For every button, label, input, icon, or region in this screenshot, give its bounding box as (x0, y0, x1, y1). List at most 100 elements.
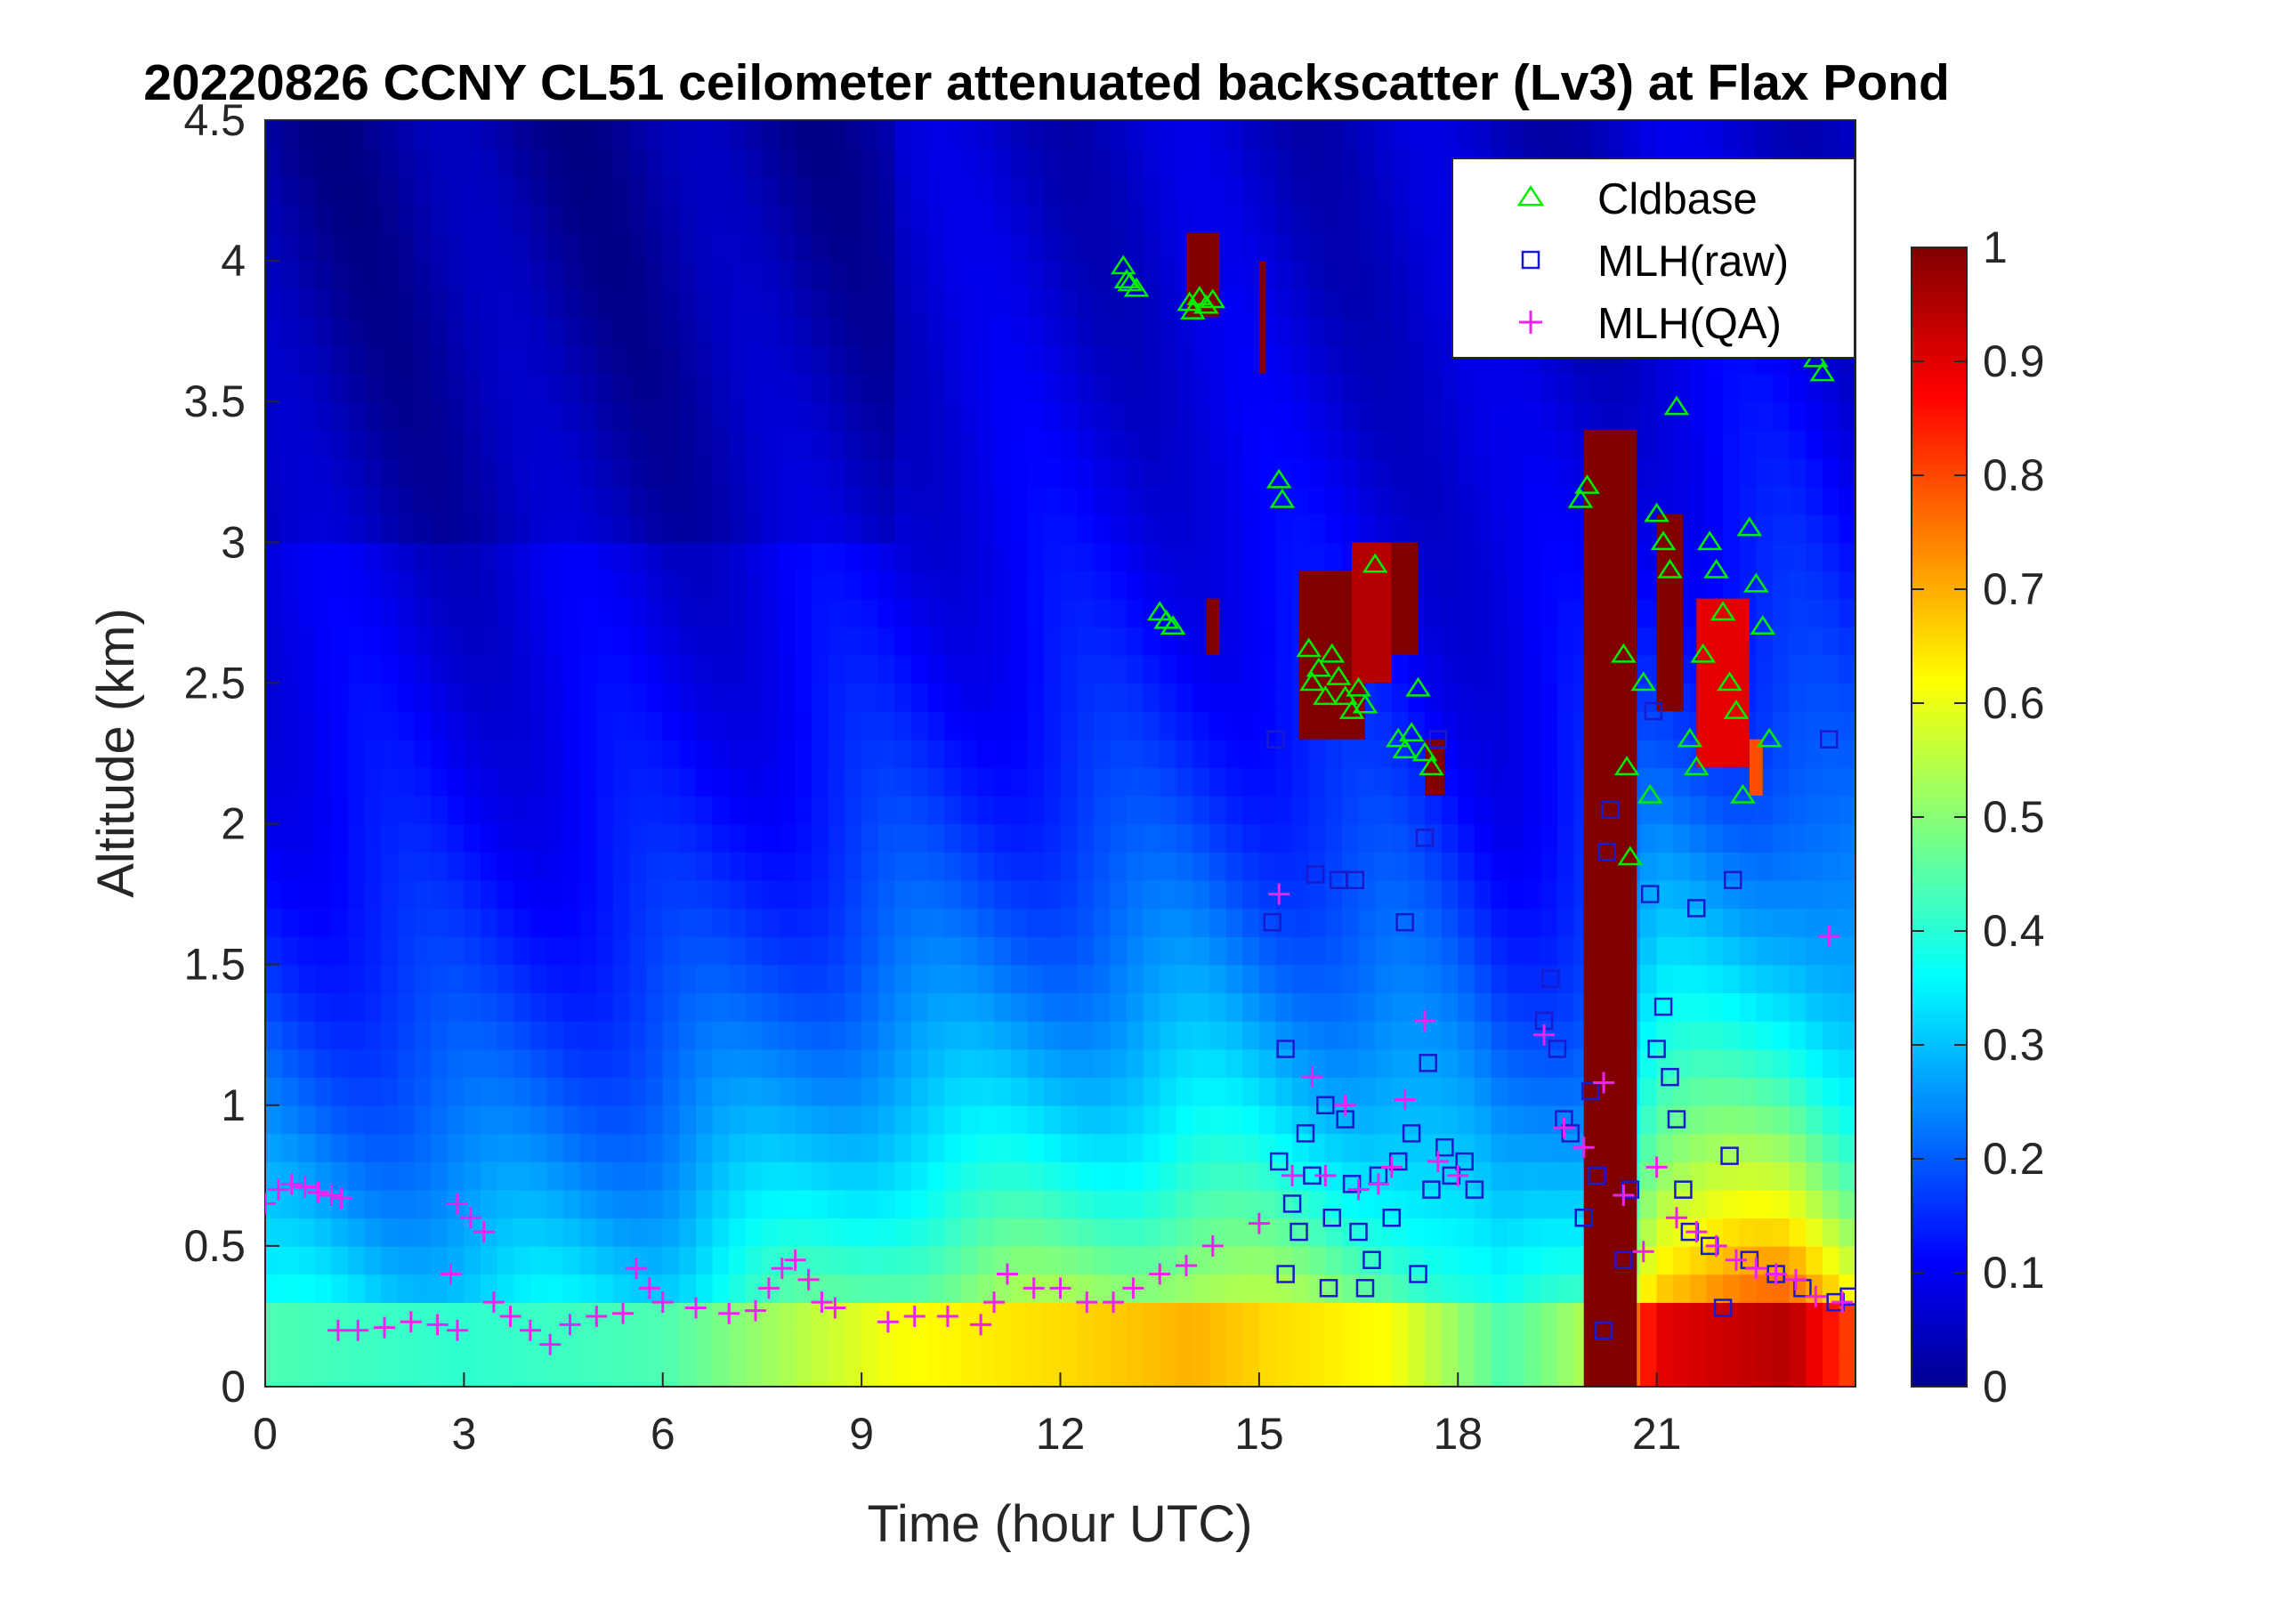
heatmap-cell (762, 795, 780, 825)
heatmap-cell (1093, 148, 1112, 178)
heatmap-cell (1010, 1189, 1029, 1219)
heatmap-cell (629, 879, 647, 910)
heatmap-cell (845, 598, 862, 627)
heatmap-cell (910, 429, 929, 459)
heatmap-cell (1010, 992, 1029, 1022)
heatmap-cell (1822, 654, 1840, 684)
heatmap-cell (596, 120, 614, 150)
heatmap-cell (1358, 261, 1376, 290)
heatmap-cell (530, 1218, 548, 1247)
heatmap-cell (431, 1020, 449, 1050)
heatmap-cell (1110, 317, 1128, 346)
heatmap-cell (944, 542, 962, 571)
heatmap-cell (779, 232, 796, 262)
heatmap-cell (331, 711, 349, 740)
heatmap-cell (877, 1218, 896, 1247)
heatmap-cell (1441, 823, 1459, 853)
colorbar-tick-label: 0.9 (1983, 336, 2045, 386)
heatmap-cell (1060, 514, 1078, 544)
heatmap-cell (1508, 936, 1525, 966)
heatmap-cell (1508, 627, 1525, 656)
heatmap-cell (414, 1133, 432, 1162)
heatmap-cell (1491, 598, 1508, 627)
heatmap-cell (944, 992, 962, 1022)
heatmap-cell (1806, 429, 1823, 459)
heatmap-cell (927, 1302, 945, 1331)
mlh-qa-marker (327, 1319, 349, 1341)
mlh-qa-marker (482, 1291, 505, 1314)
heatmap-cell (977, 1133, 995, 1162)
heatmap-cell (1408, 401, 1426, 431)
mlh-raw-marker (1395, 912, 1414, 932)
heatmap-cell (1160, 879, 1177, 910)
heatmap-cell (530, 401, 548, 431)
heatmap-cell (1739, 795, 1758, 825)
heatmap-cell (1540, 711, 1558, 740)
heatmap-cell (910, 823, 929, 853)
heatmap-cell (1325, 992, 1343, 1022)
heatmap-cell (1408, 852, 1426, 881)
heatmap-cell (265, 1020, 283, 1050)
heatmap-cell (579, 344, 598, 375)
heatmap-cell (1176, 120, 1194, 150)
heatmap-cell (1822, 1189, 1840, 1219)
heatmap-cell (960, 1358, 979, 1387)
heatmap-cell (381, 1104, 399, 1135)
heatmap-cell (662, 429, 681, 459)
heatmap-cell (695, 1274, 714, 1303)
heatmap-cell (729, 1358, 747, 1387)
heatmap-cell (1093, 1302, 1112, 1331)
heatmap-cell (1093, 1077, 1112, 1106)
heatmap-cell (1192, 570, 1210, 600)
heatmap-cell (1110, 767, 1128, 797)
heatmap-cell (1556, 739, 1575, 769)
heatmap-cell (314, 879, 333, 910)
mlh-raw-marker (1594, 1321, 1613, 1340)
heatmap-cell (1556, 1358, 1575, 1387)
heatmap-cell (546, 795, 564, 825)
heatmap-cell (994, 401, 1012, 431)
heatmap-cell (281, 1104, 300, 1135)
cldbase-marker (1346, 676, 1371, 697)
heatmap-cell (1772, 457, 1791, 487)
heatmap-cell (662, 795, 681, 825)
mlh-qa-marker (784, 1249, 806, 1271)
heatmap-cell (1806, 964, 1823, 994)
heatmap-cell (695, 148, 714, 178)
heatmap-cell (1160, 148, 1177, 178)
heatmap-cell (579, 598, 598, 627)
heatmap-cell (265, 1218, 283, 1247)
heatmap-cell (1723, 1077, 1741, 1106)
mlh-qa-markers (265, 883, 1854, 1355)
heatmap-cell (1242, 936, 1260, 966)
heatmap-cell (397, 570, 416, 600)
mlh-qa-marker (877, 1311, 899, 1333)
heatmap-cell (1325, 1302, 1343, 1331)
heatmap-cell (861, 795, 879, 825)
heatmap-cell (745, 457, 764, 487)
heatmap-cell (927, 654, 945, 684)
heatmap-cell (977, 1274, 995, 1303)
heatmap-cell (1258, 204, 1277, 234)
heatmap-cell (1772, 654, 1791, 684)
heatmap-cell (579, 627, 598, 656)
cldbase-marker (1611, 643, 1637, 663)
colorbar-tick-label: 0.7 (1983, 564, 2045, 614)
heatmap-cell (298, 344, 316, 375)
heatmap-cell (1772, 1133, 1791, 1162)
heatmap-cell (795, 795, 813, 825)
heatmap-cell (563, 879, 581, 910)
heatmap-cell (1739, 401, 1758, 431)
heatmap-cell (397, 1218, 416, 1247)
heatmap-cell (1408, 992, 1426, 1022)
heatmap-cell (397, 373, 416, 403)
heatmap-cell (596, 176, 614, 206)
mlh-raw-marker (1415, 829, 1435, 847)
heatmap-cell (910, 1133, 929, 1162)
cldbase-marker (1176, 291, 1203, 312)
heatmap-cell (662, 344, 681, 375)
heatmap-cell (927, 683, 945, 712)
heatmap-cell (530, 1330, 548, 1360)
heatmap-cell (712, 1133, 730, 1162)
heatmap-cell (1308, 344, 1327, 375)
